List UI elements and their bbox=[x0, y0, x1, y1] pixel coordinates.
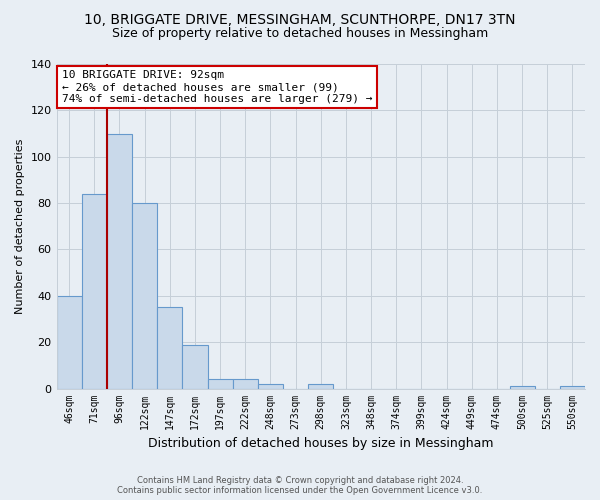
Bar bbox=[132, 203, 157, 388]
X-axis label: Distribution of detached houses by size in Messingham: Distribution of detached houses by size … bbox=[148, 437, 494, 450]
Bar bbox=[107, 134, 132, 388]
Y-axis label: Number of detached properties: Number of detached properties bbox=[15, 138, 25, 314]
Bar bbox=[157, 308, 182, 388]
Text: Contains HM Land Registry data © Crown copyright and database right 2024.
Contai: Contains HM Land Registry data © Crown c… bbox=[118, 476, 482, 495]
Bar bbox=[208, 380, 233, 388]
Bar bbox=[258, 384, 283, 388]
Text: Size of property relative to detached houses in Messingham: Size of property relative to detached ho… bbox=[112, 28, 488, 40]
Bar bbox=[82, 194, 107, 388]
Bar bbox=[509, 386, 535, 388]
Bar bbox=[560, 386, 585, 388]
Bar bbox=[56, 296, 82, 388]
Bar bbox=[233, 380, 258, 388]
Bar bbox=[308, 384, 334, 388]
Text: 10 BRIGGATE DRIVE: 92sqm
← 26% of detached houses are smaller (99)
74% of semi-d: 10 BRIGGATE DRIVE: 92sqm ← 26% of detach… bbox=[62, 70, 373, 104]
Text: 10, BRIGGATE DRIVE, MESSINGHAM, SCUNTHORPE, DN17 3TN: 10, BRIGGATE DRIVE, MESSINGHAM, SCUNTHOR… bbox=[84, 12, 516, 26]
Bar bbox=[182, 344, 208, 389]
